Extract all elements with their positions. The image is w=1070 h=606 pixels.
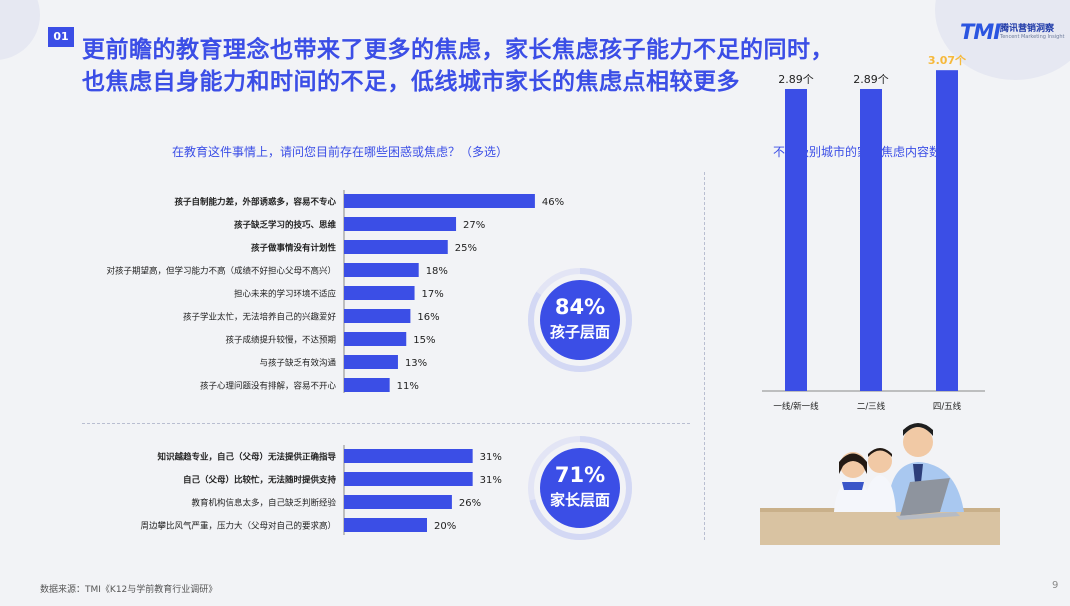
value-label: 46% <box>542 197 564 208</box>
bar <box>344 286 415 300</box>
bar <box>344 309 411 323</box>
category-label: 四/五线 <box>933 401 962 412</box>
value-label: 18% <box>426 266 448 277</box>
category-label: 孩子做事情没有计划性 <box>251 243 337 254</box>
page-title-line-2: 也焦虑自身能力和时间的不足，低线城市家长的焦虑点相较更多 <box>82 69 740 95</box>
category-label: 教育机构信息太多，自己缺乏判断经验 <box>191 498 336 509</box>
data-source: 数据来源：TMI《K12与学前教育行业调研》 <box>40 585 218 595</box>
value-label: 17% <box>422 289 444 300</box>
category-label: 自己（父母）比较忙，无法随时提供支持 <box>183 475 337 486</box>
value-label: 25% <box>455 243 477 254</box>
value-label: 15% <box>413 335 435 346</box>
category-label: 孩子成绩提升较慢，不达预期 <box>225 335 336 346</box>
bar <box>344 378 390 392</box>
category-label: 一线/新一线 <box>773 401 819 412</box>
value-label: 3.07个 <box>928 53 967 67</box>
category-label: 知识越趋专业，自己（父母）无法提供正确指导 <box>157 452 336 463</box>
bar <box>344 217 457 231</box>
ring-progress <box>528 268 632 372</box>
category-label: 二/三线 <box>857 401 886 412</box>
parent-level-percent: 71% <box>554 463 606 487</box>
category-label: 孩子自制能力差，外部诱惑多，容易不专心 <box>174 197 336 208</box>
bar <box>344 355 398 369</box>
page-number: 9 <box>1052 580 1059 591</box>
bar <box>344 518 427 532</box>
value-label: 11% <box>397 381 419 392</box>
horizontal-divider <box>82 423 690 424</box>
logo-en-text: Tencent Marketing Insight <box>1000 34 1065 40</box>
bar <box>344 194 535 208</box>
value-label: 16% <box>417 312 439 323</box>
value-label: 26% <box>459 498 481 509</box>
vertical-divider <box>704 172 705 540</box>
value-label: 31% <box>480 475 502 486</box>
bar <box>936 70 958 391</box>
ring-progress <box>528 436 632 540</box>
category-label: 孩子缺乏学习的技巧、思维 <box>234 220 337 231</box>
category-label: 周边攀比风气严重，压力大（父母对自己的要求高） <box>140 521 336 532</box>
logo-mark: TMI <box>960 20 1001 44</box>
bar <box>860 88 882 392</box>
child-level-percent: 84% <box>554 295 606 319</box>
bar <box>344 472 473 486</box>
bar <box>344 495 452 509</box>
bar <box>344 449 473 463</box>
category-label: 孩子心理问题没有排解，容易不开心 <box>200 381 337 392</box>
value-label: 27% <box>463 220 485 231</box>
category-label: 担心未来的学习环境不适应 <box>234 289 337 300</box>
page-title-line-1: 更前瞻的教育理念也带来了更多的焦虑，家长焦虑孩子能力不足的同时， <box>82 37 834 63</box>
parent-level-badge: 71% 家长层面 <box>540 448 620 528</box>
badge-ring-84 <box>528 268 632 372</box>
left-chart-title: 在教育这件事情上，请问您目前存在哪些困惑或焦虑？（多选） <box>172 145 509 159</box>
parent-level-label: 家长层面 <box>549 491 610 509</box>
logo: TMI 腾讯营销洞察 Tencent Marketing Insight <box>960 20 1064 44</box>
child-level-label: 孩子层面 <box>549 323 610 341</box>
bar <box>344 332 407 346</box>
slide-number: 01 <box>48 27 74 47</box>
badge-ring-71 <box>528 436 632 540</box>
value-label: 20% <box>434 521 456 532</box>
category-label: 与孩子缺乏有效沟通 <box>259 358 336 369</box>
value-label: 2.89个 <box>778 73 814 86</box>
logo-cn-text: 腾讯营销洞察 <box>1000 24 1055 34</box>
value-label: 13% <box>405 358 427 369</box>
category-label: 对孩子期望高，但学习能力不高（成绩不好担心父母不高兴） <box>106 266 336 277</box>
anxiety-bar-chart: 孩子自制能力差，外部诱惑多，容易不专心 46% 孩子缺乏学习的技巧、思维 27% 孩子做… <box>106 190 564 535</box>
child-level-badge: 84% 孩子层面 <box>540 280 620 360</box>
bar <box>785 88 807 392</box>
value-label: 31% <box>480 452 502 463</box>
bar <box>344 240 448 254</box>
category-label: 孩子学业太忙，无法培养自己的兴趣爱好 <box>183 312 337 323</box>
value-label: 2.89个 <box>853 73 889 86</box>
family-photo <box>760 412 1000 545</box>
bar <box>344 263 419 277</box>
